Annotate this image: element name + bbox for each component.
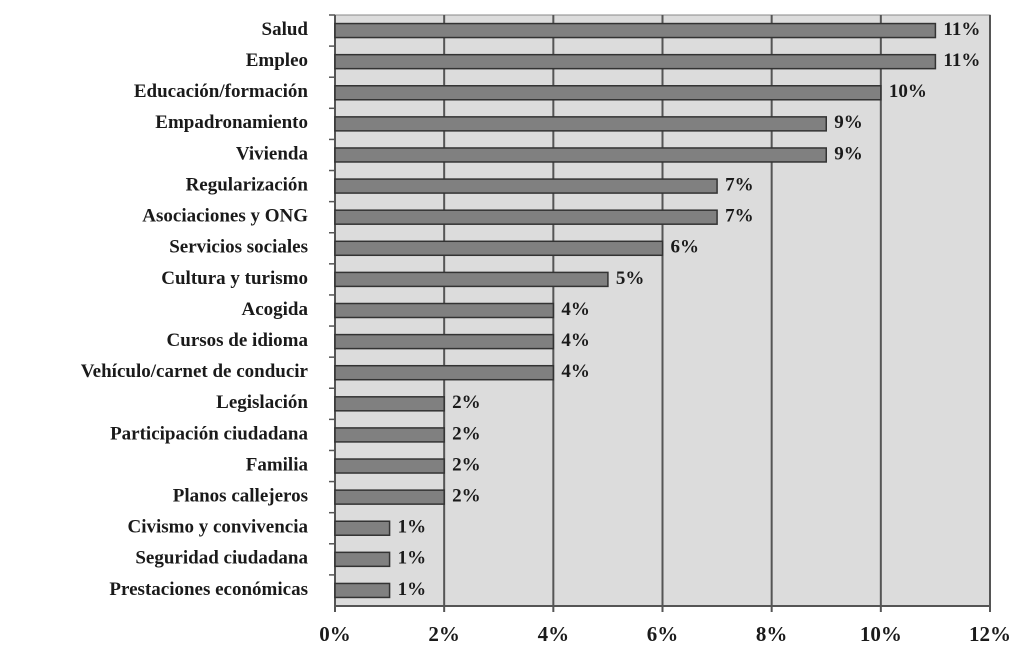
- y-tick-label: Civismo y convivencia: [128, 517, 309, 538]
- bar: [334, 396, 445, 412]
- y-tick-label: Cursos de idioma: [167, 330, 309, 351]
- value-label: 7%: [725, 206, 754, 227]
- bar: [334, 240, 664, 257]
- bar: [334, 427, 445, 443]
- bar: [334, 116, 827, 132]
- y-tick-label: Planos callejeros: [173, 485, 308, 506]
- bar: [334, 271, 609, 288]
- bar: [334, 489, 445, 505]
- x-tick-label: 8%: [756, 622, 788, 646]
- value-label: 1%: [398, 517, 427, 538]
- bar: [334, 333, 555, 350]
- value-label: 2%: [452, 454, 481, 475]
- value-label: 4%: [561, 361, 590, 382]
- value-label: 2%: [452, 392, 481, 413]
- bar: [334, 209, 718, 225]
- y-tick-label: Participación ciudadana: [110, 423, 308, 444]
- bar: [334, 582, 391, 599]
- y-tick-label: Seguridad ciudadana: [135, 548, 308, 569]
- value-label: 1%: [398, 579, 427, 600]
- y-tick-label: Acogida: [242, 299, 309, 320]
- value-label: 9%: [834, 112, 863, 133]
- value-label: 9%: [834, 143, 863, 164]
- y-tick-label: Servicios sociales: [169, 237, 308, 258]
- x-tick-label: 4%: [538, 622, 570, 646]
- value-label: 11%: [943, 50, 980, 71]
- y-tick-label: Salud: [262, 19, 309, 40]
- x-tick-label: 12%: [969, 622, 1011, 646]
- bar: [334, 178, 718, 194]
- bar: [334, 85, 882, 101]
- y-tick-label: Empadronamiento: [155, 112, 308, 133]
- bar: [334, 520, 391, 536]
- value-label: 4%: [561, 330, 590, 351]
- bar: [334, 364, 555, 381]
- y-tick-label: Asociaciones y ONG: [142, 206, 308, 227]
- bar: [334, 22, 937, 39]
- value-label: 5%: [616, 268, 645, 289]
- value-label: 1%: [398, 548, 427, 569]
- x-tick-label: 6%: [647, 622, 679, 646]
- value-label: 2%: [452, 485, 481, 506]
- value-label: 2%: [452, 423, 481, 444]
- bar: [334, 302, 555, 319]
- y-tick-label: Regularización: [186, 174, 309, 195]
- y-tick-label: Familia: [246, 454, 309, 475]
- y-tick-label: Prestaciones económicas: [109, 579, 308, 600]
- y-tick-label: Legislación: [216, 392, 308, 413]
- y-tick-label: Vehículo/carnet de conducir: [81, 361, 309, 382]
- x-tick-label: 2%: [428, 622, 460, 646]
- y-tick-label: Educación/formación: [134, 81, 309, 102]
- x-tick-label: 0%: [319, 622, 351, 646]
- value-label: 10%: [889, 81, 927, 102]
- bar: [334, 147, 827, 163]
- bar: [334, 551, 391, 568]
- value-label: 4%: [561, 299, 590, 320]
- y-tick-label: Empleo: [246, 50, 308, 71]
- value-label: 11%: [943, 19, 980, 40]
- y-tick-label: Cultura y turismo: [161, 268, 308, 289]
- bar: [334, 53, 937, 70]
- y-tick-label: Vivienda: [236, 143, 309, 164]
- x-tick-label: 10%: [860, 622, 902, 646]
- value-label: 7%: [725, 174, 754, 195]
- bar: [334, 458, 445, 474]
- value-label: 6%: [671, 237, 700, 258]
